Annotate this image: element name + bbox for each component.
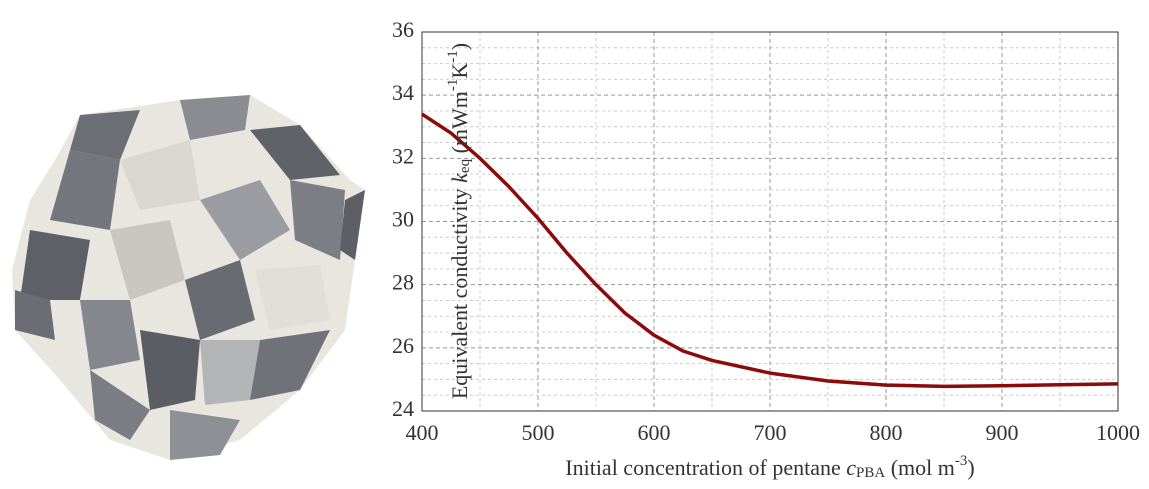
label-part: K: [447, 63, 472, 79]
x-tick-label: 800: [870, 420, 903, 445]
label-part: -1: [445, 50, 461, 63]
y-tick-label: 32: [392, 143, 414, 168]
label-part: ): [447, 43, 472, 50]
x-tick-label: 700: [754, 420, 787, 445]
x-tick-label: 900: [986, 420, 1019, 445]
foam-render: [12, 95, 365, 460]
label-part: (mol m: [885, 455, 955, 480]
y-tick-label: 36: [392, 17, 414, 42]
label-part: ): [967, 455, 974, 480]
y-tick-label: 26: [392, 333, 414, 358]
label-part: c: [846, 455, 856, 480]
label-part: PBA: [856, 465, 885, 481]
label-part: Equivalent conductivity: [447, 183, 472, 399]
x-tick-label: 400: [406, 420, 439, 445]
y-tick-label: 34: [392, 80, 414, 105]
x-tick-label: 500: [522, 420, 555, 445]
x-tick-label: 600: [638, 420, 671, 445]
label-part: Initial concentration of pentane: [565, 455, 846, 480]
plot-area: 24 26 28 30 32 34 36 400 500 600 700 800 900 1000: [392, 17, 1140, 445]
label-part: eq: [457, 158, 473, 173]
y-tick-label: 28: [392, 270, 414, 295]
y-axis-label: Equivalent conductivity keq (mWm-1K-1): [445, 43, 473, 399]
y-tick-label: 24: [392, 396, 414, 421]
data-line: [421, 112, 1119, 389]
plot-frame: [421, 31, 1119, 412]
label-part: -1: [445, 79, 461, 92]
label-part: (mWm: [447, 91, 472, 159]
label-part: -3: [955, 453, 968, 469]
x-axis-label: Initial concentration of pentane cPBA (m…: [565, 453, 974, 481]
label-part: k: [447, 172, 472, 183]
x-tick-label: 1000: [1096, 420, 1140, 445]
y-tick-label: 30: [392, 207, 414, 232]
